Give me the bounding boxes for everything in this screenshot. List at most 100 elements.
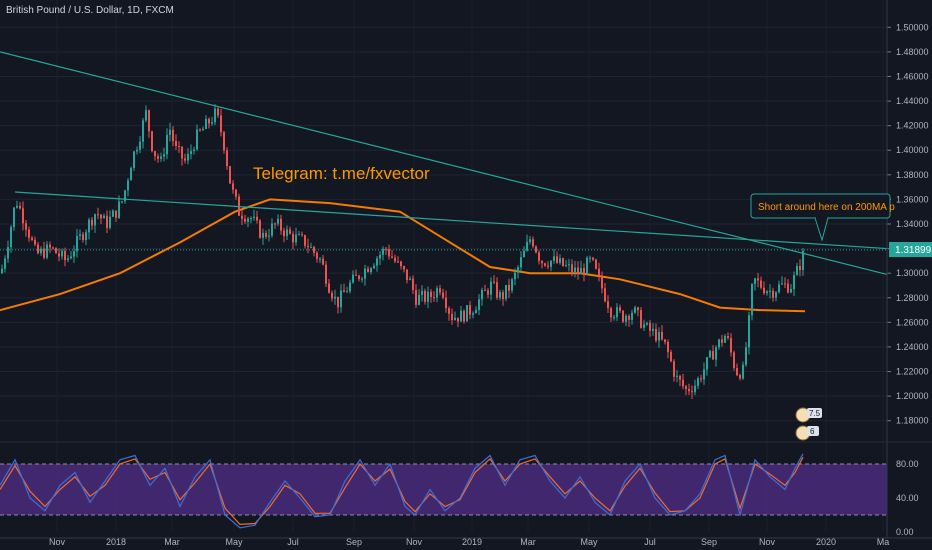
candle-body: [544, 263, 546, 266]
candle-body: [523, 250, 525, 258]
candle-body: [133, 151, 135, 168]
candle-body: [370, 268, 372, 273]
oscillator-layer: [0, 453, 804, 529]
candle-body: [796, 266, 798, 276]
candle-body: [190, 151, 192, 154]
candle-body: [112, 210, 114, 217]
candle-body: [214, 108, 216, 123]
last-price-label: 1.31899: [895, 245, 932, 256]
candle-body: [724, 336, 726, 343]
candle-body: [232, 183, 234, 190]
candle-body: [166, 134, 168, 155]
candle-body: [625, 315, 627, 322]
candle-body: [556, 256, 558, 263]
candle-body: [613, 317, 615, 319]
callout-pointer-mask: [816, 216, 827, 219]
idea-badge-bottom: [807, 426, 819, 436]
candle-body: [319, 258, 321, 260]
candle-body: [784, 283, 786, 285]
candle-body: [769, 290, 771, 292]
candle-body: [187, 153, 189, 161]
candle-body: [217, 108, 219, 116]
candle-body: [70, 256, 72, 259]
candle-body: [109, 216, 111, 228]
candle-body: [628, 315, 630, 320]
x-tick-label: May: [225, 537, 243, 547]
candle-body: [478, 299, 480, 310]
candle-body: [382, 248, 384, 255]
candle-body: [418, 294, 420, 305]
candle-body: [598, 268, 600, 276]
y-tick-label: 1.22000: [896, 367, 929, 377]
candle-body: [685, 386, 687, 389]
y-tick-label: 1.38000: [896, 170, 929, 180]
candle-body: [577, 267, 579, 275]
candle-body: [103, 215, 105, 219]
candle-body: [61, 250, 63, 257]
x-tick-label: Mar: [164, 537, 180, 547]
candle-body: [553, 256, 555, 261]
candle-body: [715, 347, 717, 360]
candle-body: [385, 248, 387, 250]
osc-tick-label: 40.00: [896, 493, 919, 503]
candle-body: [13, 207, 15, 228]
candle-body: [589, 257, 591, 259]
candle-body: [700, 378, 702, 380]
candle-body: [445, 297, 447, 309]
candle-body: [388, 249, 390, 257]
candle-body: [802, 250, 804, 271]
candle-body: [397, 261, 399, 263]
candle-body: [673, 361, 675, 377]
candle-body: [196, 129, 198, 150]
y-tick-label: 1.24000: [896, 342, 929, 352]
candle-body: [16, 205, 18, 208]
candle-body: [787, 283, 789, 293]
oscillator-k-line: [0, 453, 804, 529]
candle-body: [106, 215, 108, 228]
trendline: [0, 51, 888, 275]
candle-body: [535, 246, 537, 253]
candle-body: [358, 275, 360, 279]
candle-body: [352, 274, 354, 283]
candle-body: [262, 232, 264, 238]
candle-body: [634, 307, 636, 313]
candle-body: [304, 235, 306, 246]
candle-body: [10, 227, 12, 248]
candle-body: [28, 229, 30, 238]
candle-body: [178, 145, 180, 147]
candle-body: [184, 158, 186, 161]
candle-body: [40, 248, 42, 254]
osc-tick-label: 0.00: [896, 527, 914, 537]
candle-body: [79, 234, 81, 236]
telegram-annotation[interactable]: Telegram: t.me/fxvector: [253, 164, 430, 183]
candle-body: [703, 369, 705, 380]
callout[interactable]: Short around here on 200MA p: [750, 193, 895, 242]
y-tick-label: 1.48000: [896, 47, 929, 57]
candle-body: [754, 278, 756, 284]
candle-body: [22, 208, 24, 224]
idea-badges[interactable]: 7.5 6: [795, 407, 822, 441]
candle-body: [406, 269, 408, 281]
candle-body: [601, 275, 603, 289]
candle-body: [664, 339, 666, 342]
candle-body: [562, 258, 564, 266]
candle-body: [646, 322, 648, 325]
y-tick-label: 1.42000: [896, 121, 929, 131]
candle-body: [4, 258, 6, 269]
candle-body: [697, 378, 699, 386]
candle-body: [502, 292, 504, 299]
candle-body: [199, 129, 201, 131]
candle-body: [751, 283, 753, 316]
candle-body: [736, 368, 738, 376]
candle-body: [175, 140, 177, 146]
trendline: [14, 191, 888, 250]
candle-body: [616, 307, 618, 318]
candle-body: [694, 385, 696, 393]
candle-body: [208, 118, 210, 124]
x-tick-label: 2020: [816, 537, 836, 547]
candle-body: [295, 234, 297, 243]
candle-body: [439, 288, 441, 293]
